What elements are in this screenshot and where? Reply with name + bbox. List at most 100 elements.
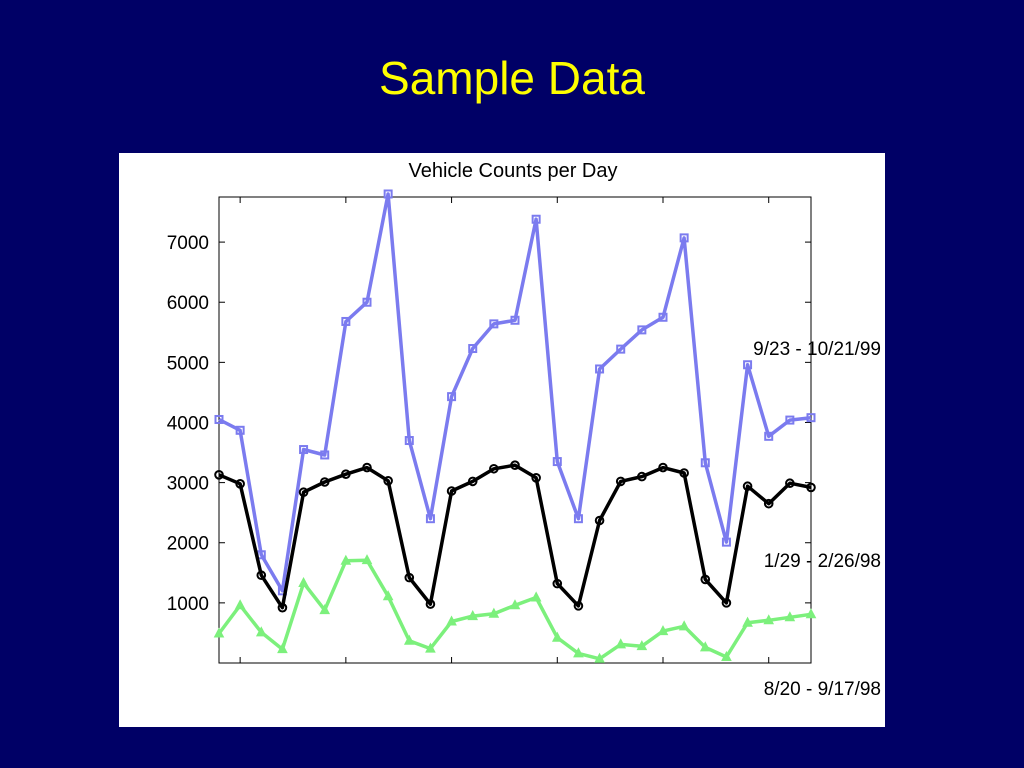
data-point xyxy=(616,344,626,354)
data-point xyxy=(785,415,795,425)
data-point xyxy=(721,537,731,547)
data-point xyxy=(573,647,584,658)
data-point xyxy=(213,627,225,638)
data-point xyxy=(403,634,415,645)
data-point xyxy=(531,473,541,483)
data-point xyxy=(636,640,648,651)
data-point xyxy=(742,481,753,492)
y-tick-label: 4000 xyxy=(167,413,209,434)
data-point xyxy=(806,482,816,493)
data-point xyxy=(785,478,795,489)
data-point xyxy=(784,611,796,622)
data-point xyxy=(679,468,689,478)
data-point xyxy=(235,479,245,489)
data-point xyxy=(383,476,393,486)
data-point xyxy=(552,578,563,589)
data-point xyxy=(255,626,267,637)
slide-title: Sample Data xyxy=(379,52,645,104)
data-point xyxy=(551,631,563,642)
chart-panel: Vehicle Counts per Day 1000 2000 3000 4000 5… xyxy=(119,153,885,727)
data-point xyxy=(277,643,288,654)
data-point xyxy=(447,392,457,402)
data-point xyxy=(594,515,605,526)
y-tick-label: 1000 xyxy=(167,594,209,615)
data-point xyxy=(764,431,774,441)
data-point xyxy=(763,614,775,625)
series-label: 1/29 - 2/26/98 xyxy=(764,551,881,572)
series-labels: 9/23 - 10/21/99 1/29 - 2/26/98 8/20 - 9/17… xyxy=(753,339,881,700)
data-point xyxy=(488,607,500,618)
data-point xyxy=(721,598,732,608)
line-chart: Vehicle Counts per Day 1000 2000 3000 4000 5… xyxy=(167,160,881,700)
data-point xyxy=(214,469,224,480)
data-point xyxy=(256,570,267,581)
data-point xyxy=(658,312,668,322)
series-label: 9/23 - 10/21/99 xyxy=(753,339,881,360)
data-point xyxy=(319,477,330,487)
data-point xyxy=(700,458,710,468)
data-point xyxy=(425,642,436,653)
data-point xyxy=(805,608,817,619)
data-point xyxy=(298,487,309,498)
data-point xyxy=(320,450,330,460)
data-point xyxy=(234,599,246,610)
data-point xyxy=(573,514,583,524)
data-point xyxy=(404,572,415,583)
data-point xyxy=(489,463,499,474)
series-line xyxy=(218,463,812,610)
data-point xyxy=(446,486,457,496)
data-point xyxy=(341,316,351,326)
data-point xyxy=(637,471,647,482)
data-point xyxy=(594,652,605,663)
data-point xyxy=(530,591,542,602)
data-point xyxy=(382,590,394,601)
plot-area xyxy=(218,196,812,664)
data-point xyxy=(319,604,331,615)
data-point xyxy=(425,599,436,609)
y-tick-labels: 1000 2000 3000 4000 5000 6000 7000 xyxy=(167,233,209,615)
data-point xyxy=(509,599,521,610)
data-point xyxy=(742,616,753,627)
y-tick-label: 7000 xyxy=(167,233,209,254)
data-point xyxy=(573,601,584,611)
series-3 xyxy=(213,554,817,663)
data-point xyxy=(340,554,352,565)
data-point xyxy=(467,610,479,621)
data-point xyxy=(721,650,732,661)
data-point xyxy=(362,297,372,307)
y-tick-label: 3000 xyxy=(167,474,209,495)
data-point xyxy=(341,469,351,479)
data-point xyxy=(679,233,689,243)
data-point xyxy=(658,462,668,473)
data-point xyxy=(446,615,457,626)
data-point xyxy=(700,574,711,585)
axis-ticks xyxy=(219,197,811,663)
y-tick-label: 2000 xyxy=(167,534,209,555)
series-line xyxy=(217,558,812,661)
series-line xyxy=(218,192,812,593)
data-point xyxy=(299,445,309,455)
data-point xyxy=(361,554,373,565)
data-point xyxy=(425,514,435,524)
data-point xyxy=(699,641,711,652)
y-tick-label: 5000 xyxy=(167,353,209,374)
data-point xyxy=(510,315,520,325)
data-point xyxy=(595,364,605,374)
data-point xyxy=(362,462,372,473)
data-point xyxy=(678,620,690,631)
data-point xyxy=(657,625,669,636)
data-point xyxy=(743,360,753,370)
data-point xyxy=(531,214,541,224)
data-point xyxy=(214,414,224,424)
series-1 xyxy=(214,189,816,596)
series-2 xyxy=(214,460,816,613)
data-point xyxy=(383,189,393,199)
data-point xyxy=(489,319,499,329)
data-point xyxy=(806,413,816,423)
series-group xyxy=(213,189,817,663)
data-point xyxy=(615,638,627,649)
data-point xyxy=(298,576,309,588)
data-point xyxy=(277,602,288,613)
data-point xyxy=(510,460,520,470)
data-point xyxy=(615,476,626,487)
